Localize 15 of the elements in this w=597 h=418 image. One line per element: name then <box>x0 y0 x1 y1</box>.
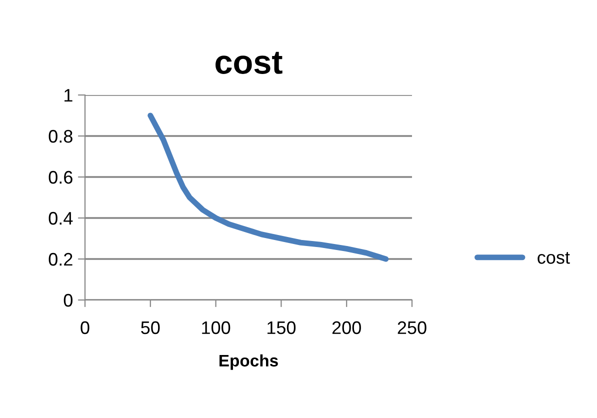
x-tick-label: 250 <box>398 321 426 334</box>
x-tick-label: 100 <box>202 321 230 334</box>
y-tick-label: 0 <box>64 294 72 307</box>
x-tick-label: 150 <box>268 321 296 334</box>
x-tick-label: 50 <box>141 321 160 334</box>
chart-title: cost <box>216 52 282 74</box>
x-tick-label: 0 <box>80 321 90 334</box>
x-axis-title: Epochs <box>220 354 278 370</box>
legend-label: cost <box>538 252 570 264</box>
y-tick-label: 1 <box>64 89 72 102</box>
y-tick-label: 0.8 <box>48 130 72 143</box>
y-tick-label: 0.2 <box>48 252 72 266</box>
y-tick-label: 0.4 <box>48 212 73 225</box>
x-tick-label: 200 <box>332 321 361 334</box>
y-tick-label: 0.6 <box>48 170 72 184</box>
